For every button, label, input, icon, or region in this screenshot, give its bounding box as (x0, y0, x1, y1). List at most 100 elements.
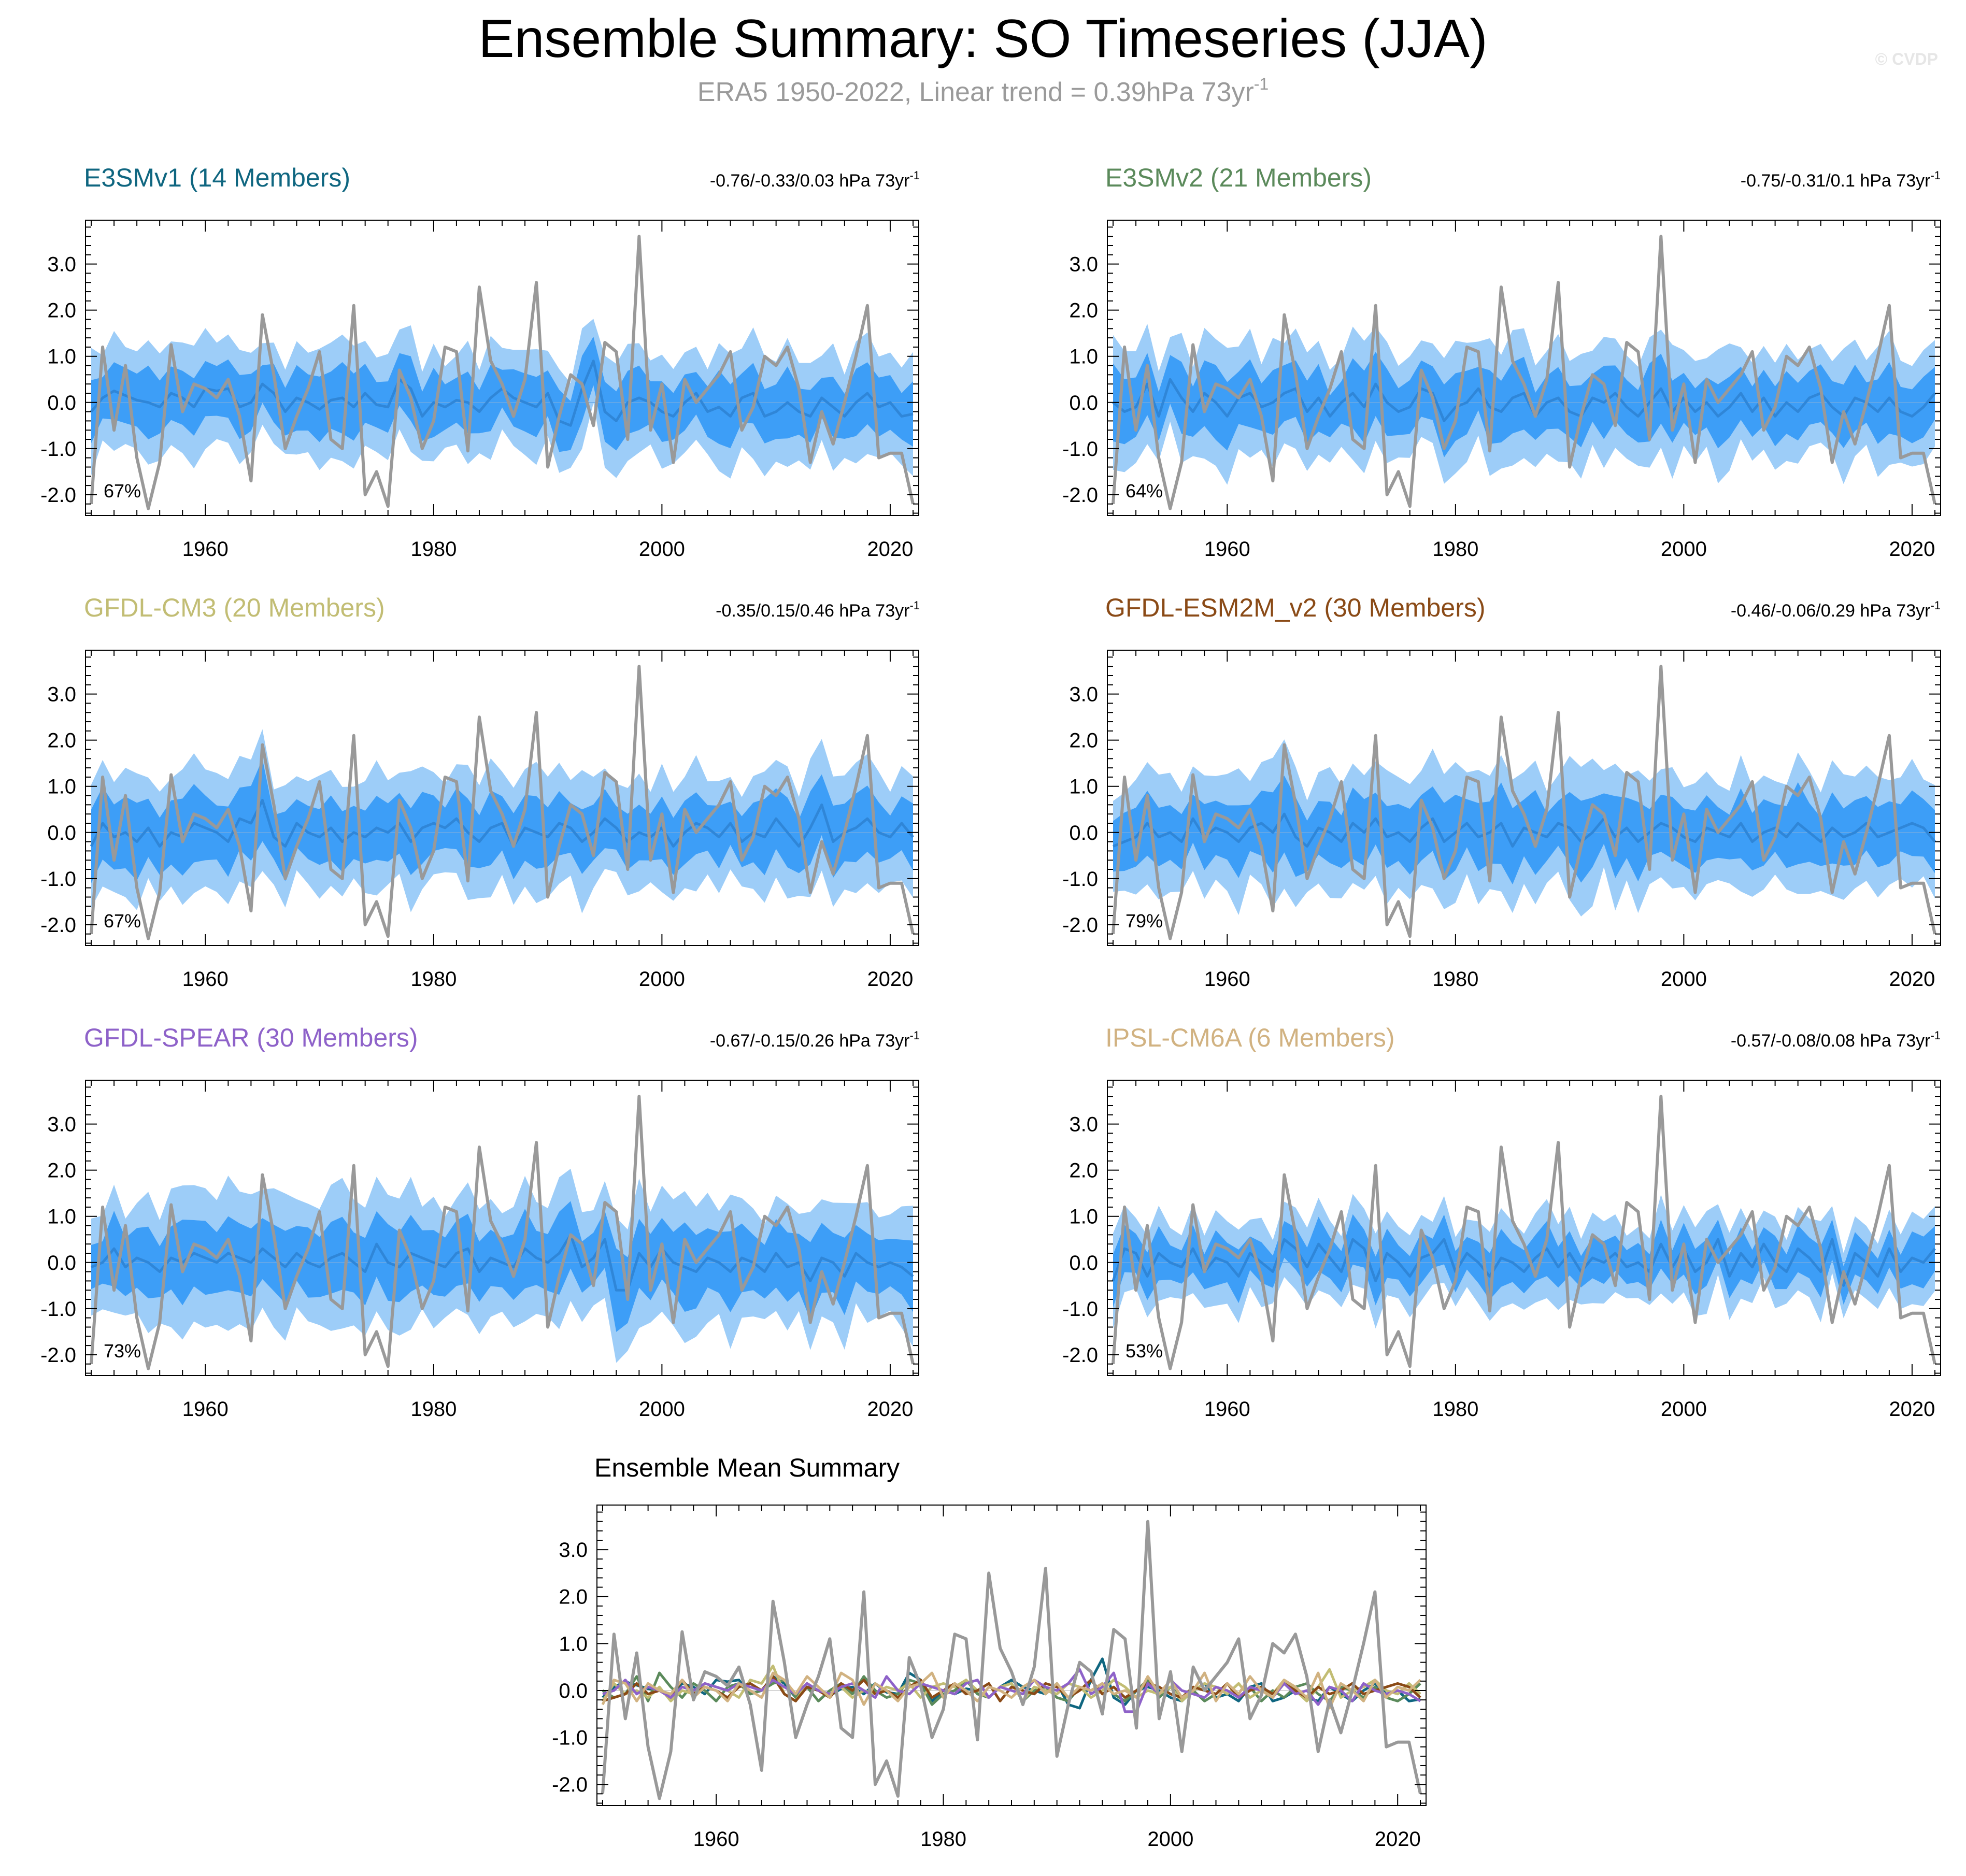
panel-trend-range-sup: -1 (1930, 1029, 1941, 1042)
y-tick-label: -2.0 (552, 1773, 588, 1796)
summary-title: Ensemble Mean Summary (594, 1453, 900, 1482)
x-tick-label: 2000 (639, 538, 685, 561)
panel-gfdl-spear: GFDL-SPEAR (30 Members) -0.67/-0.15/0.26… (40, 1023, 920, 1421)
panel-title: IPSL-CM6A (6 Members) (1105, 1023, 1394, 1052)
y-tick-label: 0.0 (1069, 1252, 1098, 1274)
panel-plot: -2.0 -1.0 0.0 1.0 2.0 3.0 1960 1980 2000 2020 (1062, 650, 1941, 991)
ensemble-mean-summary: Ensemble Mean Summary -2.0 -1.0 0.0 1.0 2.0 3… (552, 1453, 1427, 1851)
model-mean-line (601, 1671, 1421, 1710)
y-tick-label: -2.0 (40, 914, 76, 937)
x-tick-label: 1960 (1204, 1398, 1250, 1421)
x-tick-label: 2020 (867, 538, 913, 561)
y-tick-label: 2.0 (47, 729, 76, 752)
panel-trend-range: -0.57/-0.08/0.08 hPa 73yr-1 (1731, 1029, 1941, 1051)
x-tick-label: 1960 (693, 1828, 739, 1851)
y-tick-label: -1.0 (1062, 438, 1098, 461)
y-tick-label: 1.0 (1069, 346, 1098, 368)
panel-trend-range-text: -0.76/-0.33/0.03 hPa 73yr (710, 171, 910, 191)
panel-trend-range-sup: -1 (1930, 169, 1941, 182)
y-tick-label: 3.0 (47, 253, 76, 276)
ensemble-mean-line (1113, 812, 1936, 848)
panel-title: E3SMv1 (14 Members) (84, 163, 350, 192)
y-tick-label: 2.0 (559, 1586, 588, 1609)
y-tick-label: 1.0 (47, 346, 76, 368)
observed-line (90, 665, 915, 940)
y-tick-label: -1.0 (40, 868, 76, 891)
x-tick-label: 2000 (1661, 1398, 1707, 1421)
y-tick-label: 3.0 (1069, 683, 1098, 706)
y-tick-label: 3.0 (47, 683, 76, 706)
subtitle-superscript: -1 (1254, 75, 1269, 93)
panel-trend-range-text: -0.35/0.15/0.46 hPa 73yr (716, 601, 909, 621)
panel-plot: -2.0 -1.0 0.0 1.0 2.0 3.0 1960 1980 2000 2020 (1062, 1080, 1941, 1421)
spread-band-inner (91, 759, 913, 883)
panel-plot: -2.0 -1.0 0.0 1.0 2.0 3.0 1960 1980 2000 2020 (40, 650, 919, 991)
y-tick-label: 3.0 (1069, 1113, 1098, 1136)
y-tick-label: 0.0 (1069, 392, 1098, 414)
observed-line (1112, 1095, 1936, 1370)
y-tick-label: 1.0 (1069, 776, 1098, 798)
x-tick-label: 1960 (182, 1398, 229, 1421)
spread-band-inner (91, 336, 913, 452)
x-tick-label: 2020 (1889, 538, 1935, 561)
x-tick-label: 1960 (1204, 538, 1250, 561)
panel-ipsl-cm6a: IPSL-CM6A (6 Members) -0.57/-0.08/0.08 h… (1062, 1023, 1941, 1421)
panel-gfdl-cm3: GFDL-CM3 (20 Members) -0.35/0.15/0.46 hP… (40, 593, 920, 991)
x-tick-label: 2000 (1147, 1828, 1193, 1851)
spread-band-inner (1113, 352, 1935, 457)
x-tick-label: 2020 (1889, 968, 1935, 991)
panel-title: GFDL-SPEAR (30 Members) (84, 1023, 418, 1052)
panel-title: GFDL-ESM2M_v2 (30 Members) (1105, 593, 1486, 622)
y-tick-label: 0.0 (47, 822, 76, 844)
panel-percent: 53% (1126, 1340, 1163, 1362)
y-tick-label: -2.0 (40, 1344, 76, 1367)
summary-plot: -2.0 -1.0 0.0 1.0 2.0 3.0 1960 1980 2000 2020 (552, 1505, 1427, 1851)
y-tick-label: 1.0 (559, 1632, 588, 1655)
y-tick-label: -1.0 (40, 438, 76, 461)
x-tick-label: 1980 (920, 1828, 966, 1851)
ensemble-mean-line (91, 1233, 914, 1292)
figure-title: Ensemble Summary: SO Timeseries (JJA) (478, 9, 1488, 69)
panel-gfdl-esm2m-v2: GFDL-ESM2M_v2 (30 Members) -0.46/-0.06/0… (1062, 593, 1941, 991)
panel-trend-range: -0.76/-0.33/0.03 hPa 73yr-1 (710, 169, 920, 191)
x-tick-label: 1980 (410, 1398, 457, 1421)
x-tick-label: 1960 (182, 538, 229, 561)
x-tick-label: 2000 (1661, 968, 1707, 991)
panel-trend-range: -0.35/0.15/0.46 hPa 73yr-1 (716, 599, 920, 621)
x-tick-label: 2000 (639, 968, 685, 991)
panel-trend-range: -0.67/-0.15/0.26 hPa 73yr-1 (710, 1029, 920, 1051)
x-tick-label: 2000 (639, 1398, 685, 1421)
x-tick-label: 2020 (1375, 1828, 1421, 1851)
x-tick-label: 2000 (1661, 538, 1707, 561)
x-tick-label: 2020 (1889, 1398, 1935, 1421)
observed-line (1112, 665, 1936, 940)
panel-trend-range-text: -0.67/-0.15/0.26 hPa 73yr (710, 1031, 910, 1051)
y-tick-label: 2.0 (1069, 299, 1098, 322)
y-tick-label: 3.0 (559, 1539, 588, 1562)
y-tick-label: -2.0 (40, 484, 76, 507)
y-tick-label: 0.0 (559, 1680, 588, 1702)
y-tick-label: 0.0 (1069, 822, 1098, 844)
x-tick-label: 1980 (1432, 538, 1478, 561)
panel-trend-range-sup: -1 (1930, 599, 1941, 612)
panel-percent: 79% (1126, 910, 1163, 932)
panel-title: GFDL-CM3 (20 Members) (84, 593, 385, 622)
ensemble-mean-line (1112, 1238, 1936, 1287)
panel-plot: -2.0 -1.0 0.0 1.0 2.0 3.0 1960 1980 2000 2020 (40, 1080, 919, 1421)
y-tick-label: 1.0 (47, 776, 76, 798)
y-tick-label: 2.0 (1069, 1159, 1098, 1182)
ensemble-mean-line (1112, 378, 1936, 422)
observed-line (90, 235, 915, 510)
panel-percent: 67% (104, 480, 141, 502)
x-tick-label: 1980 (1432, 968, 1478, 991)
y-tick-label: 0.0 (47, 1252, 76, 1274)
panel-trend-range-sup: -1 (909, 1029, 920, 1042)
y-tick-label: 2.0 (1069, 729, 1098, 752)
observed-line (601, 1520, 1422, 1800)
y-tick-label: -2.0 (1062, 484, 1098, 507)
figure-subtitle: ERA5 1950-2022, Linear trend = 0.39hPa 7… (697, 75, 1269, 107)
panel-e3smv2: E3SMv2 (21 Members) -0.75/-0.31/0.1 hPa … (1062, 163, 1941, 561)
panel-trend-range: -0.46/-0.06/0.29 hPa 73yr-1 (1731, 599, 1941, 621)
x-tick-label: 2020 (867, 968, 913, 991)
